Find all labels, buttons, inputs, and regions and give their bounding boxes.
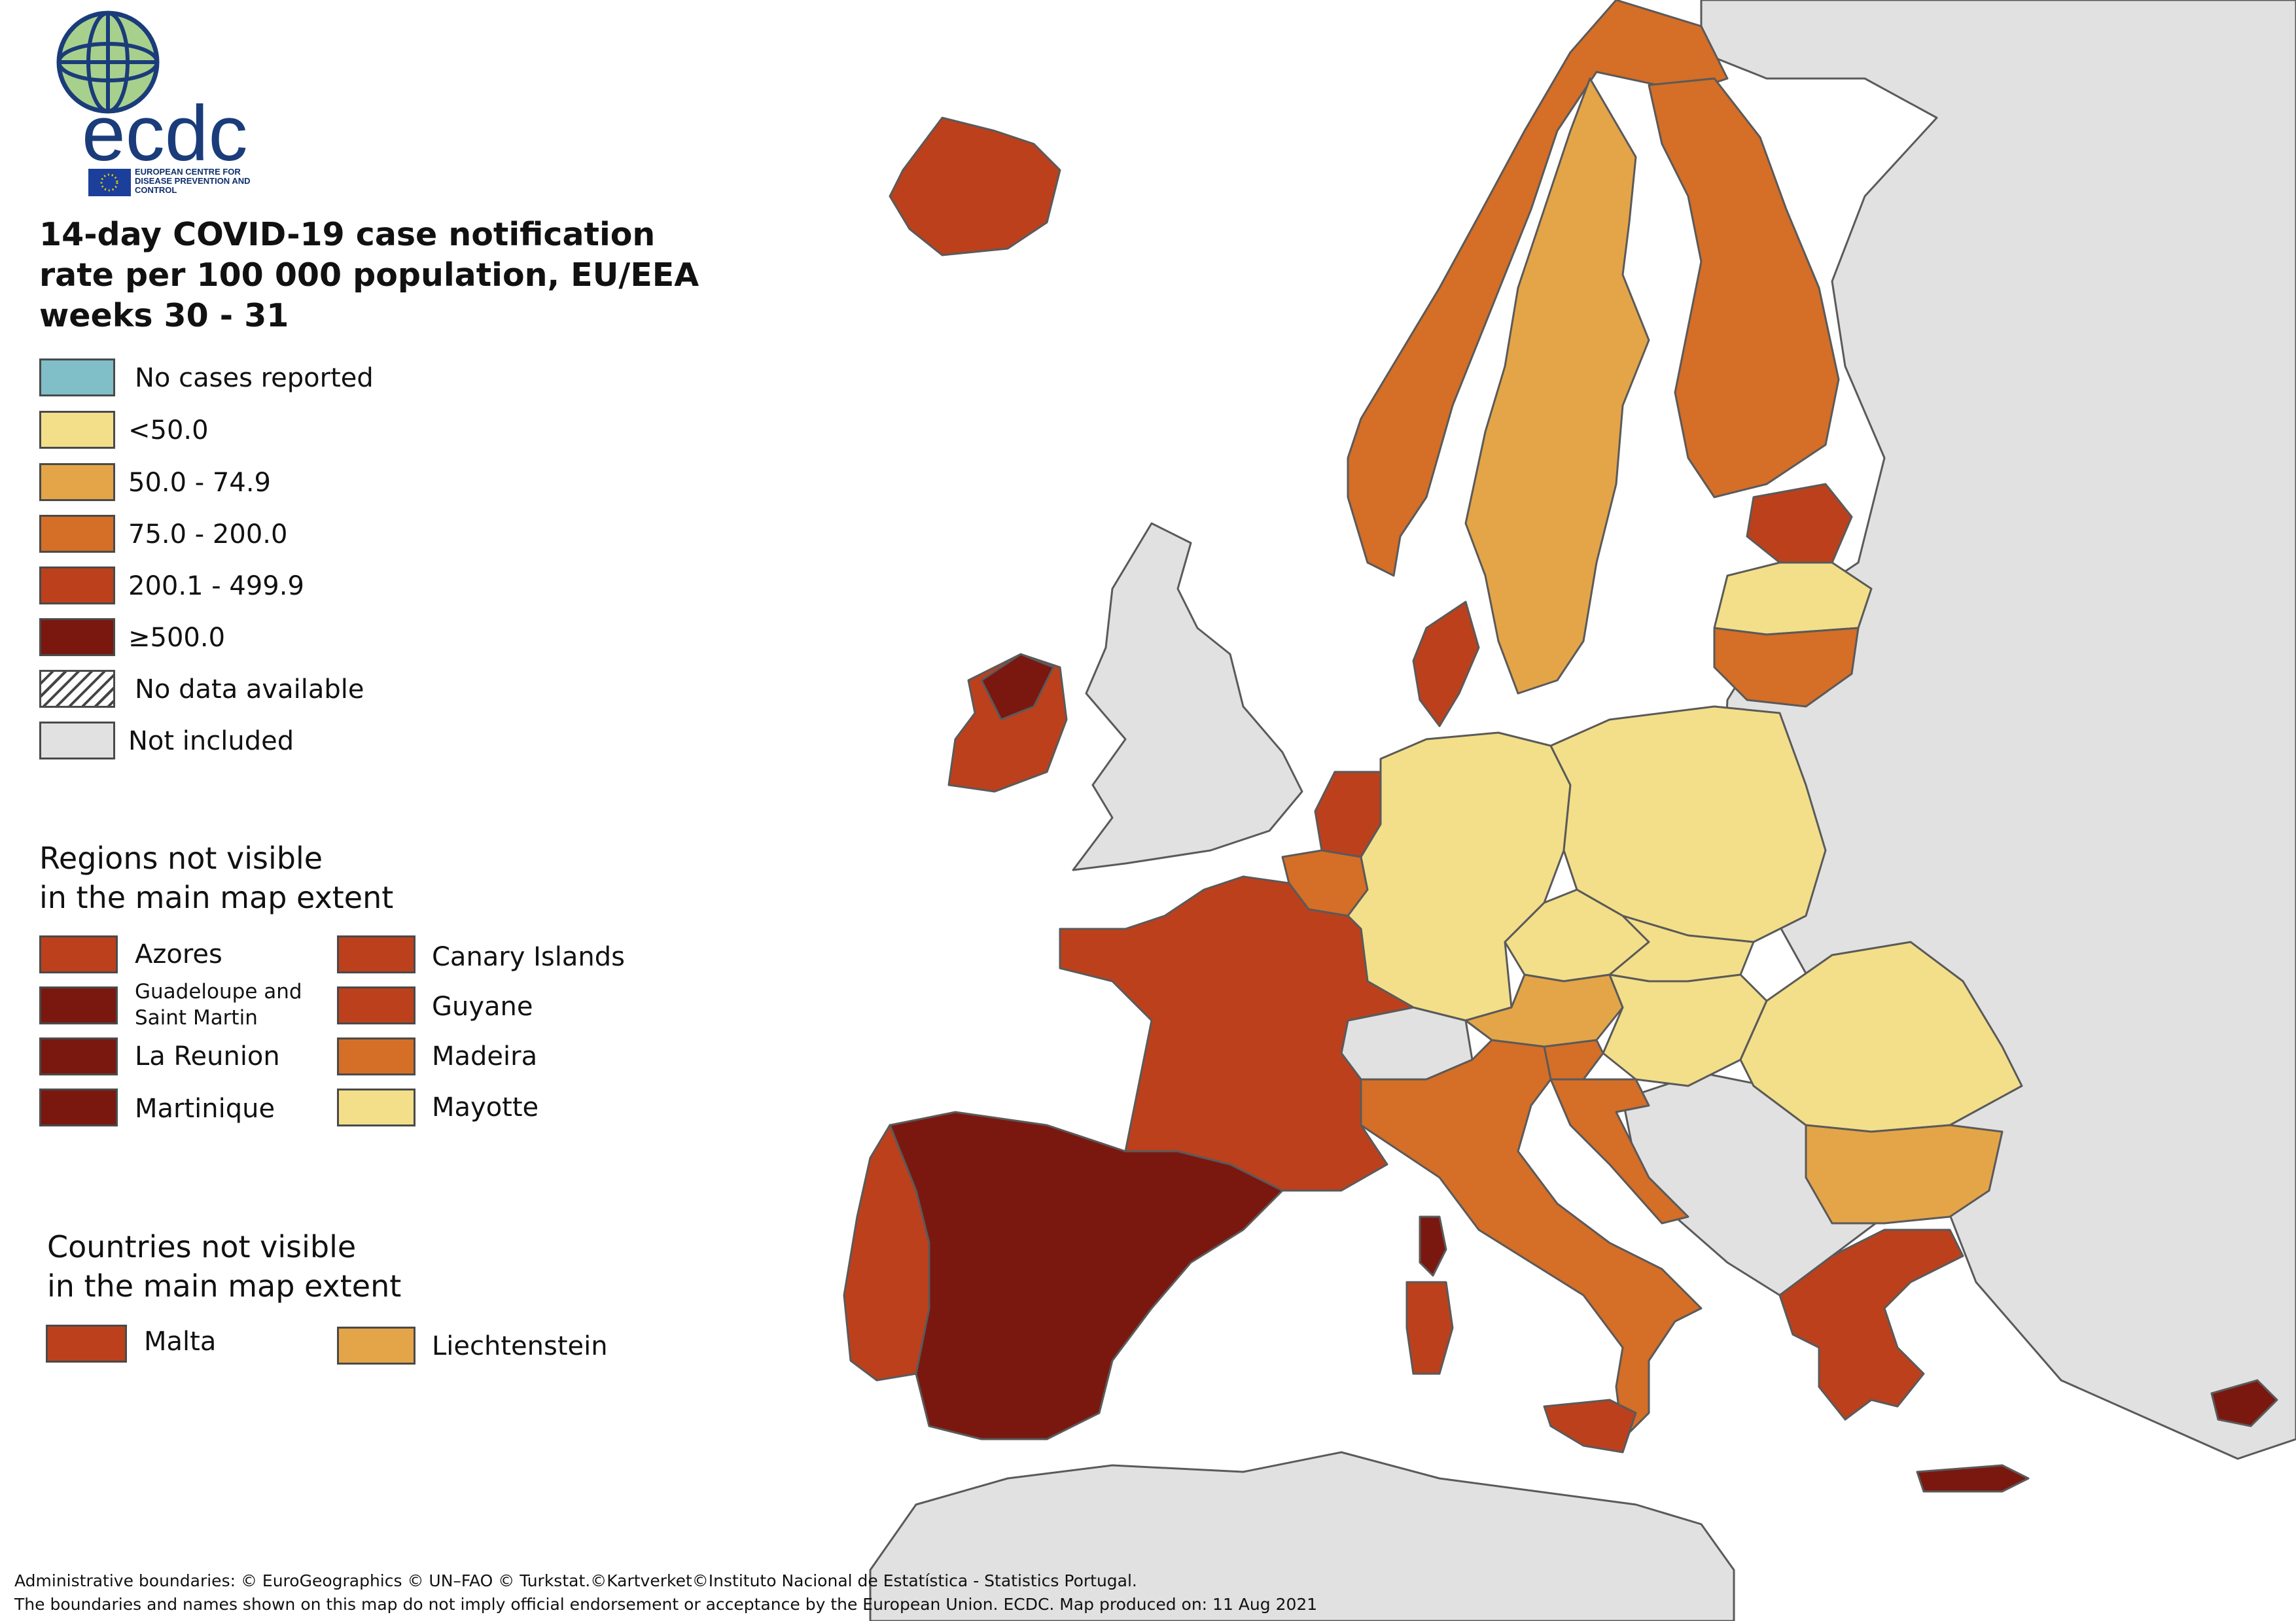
map-region-north-africa xyxy=(869,1451,1735,1621)
map-region-sardinia xyxy=(1405,1281,1454,1375)
legend-swatch-ge500 xyxy=(39,618,115,656)
map-region-northern-ireland xyxy=(980,653,1055,721)
region-swatch-guadeloupe xyxy=(39,986,118,1024)
legend-label-no-cases: No cases reported xyxy=(135,363,374,393)
eu-flag-icon xyxy=(88,169,131,196)
region-swatch-mayotte xyxy=(337,1089,415,1126)
legend-label-not-included: Not included xyxy=(128,726,294,756)
map-region-france xyxy=(1059,875,1415,1192)
map-region-sicily xyxy=(1543,1399,1637,1454)
region-swatch-martinique xyxy=(39,1089,118,1126)
map-region-cyprus xyxy=(2210,1379,2278,1427)
globe-icon xyxy=(56,10,160,114)
legend-swatch-no-cases xyxy=(39,358,115,396)
map-region-hungary xyxy=(1602,973,1768,1087)
legend-swatch-no-data xyxy=(39,670,115,708)
logo-text: ecdc xyxy=(82,90,247,177)
legend-label-200-499: 200.1 - 499.9 xyxy=(128,571,304,601)
map-region-finland xyxy=(1648,77,1840,498)
map-title-line-2: rate per 100 000 population, EU/EEA xyxy=(39,256,699,294)
region-swatch-guyane xyxy=(337,986,415,1024)
map-region-sweden xyxy=(1464,77,1650,695)
map-region-denmark xyxy=(1412,601,1480,727)
map-region-lithuania xyxy=(1713,627,1860,708)
logo-tagline: EUROPEAN CENTRE FOR DISEASE PREVENTION A… xyxy=(135,167,251,195)
ecdc-logo: ecdc xyxy=(56,10,247,196)
region-swatch-canary-islands xyxy=(337,935,415,973)
region-label-canary-islands: Canary Islands xyxy=(432,942,625,972)
region-label-la-reunion: La Reunion xyxy=(135,1041,280,1072)
regions-section-heading-line-2: in the main map extent xyxy=(39,880,394,915)
footnote-line-1: Administrative boundaries: © EuroGeograp… xyxy=(14,1571,1137,1590)
legend-swatch-not-included xyxy=(39,722,115,759)
country-label-liechtenstein: Liechtenstein xyxy=(432,1331,608,1361)
map-region-italy xyxy=(1360,1039,1703,1440)
map-region-corsica xyxy=(1419,1215,1447,1277)
region-label-azores: Azores xyxy=(135,939,222,969)
region-label-mayotte: Mayotte xyxy=(432,1092,539,1123)
map-region-iceland xyxy=(889,116,1061,256)
countries-section-heading-line-2: in the main map extent xyxy=(47,1268,402,1304)
region-label-madeira: Madeira xyxy=(432,1041,538,1072)
map-region-united-kingdom xyxy=(1072,522,1303,871)
footnote-line-2: The boundaries and names shown on this m… xyxy=(14,1595,1318,1614)
legend-swatch-75-200 xyxy=(39,515,115,553)
region-swatch-azores xyxy=(39,935,118,973)
legend-label-75-200: 75.0 - 200.0 xyxy=(128,519,288,549)
map-region-norway xyxy=(1347,0,1729,577)
country-label-malta: Malta xyxy=(144,1327,217,1357)
map-region-crete xyxy=(1916,1464,2030,1493)
legend-label-lt50: <50.0 xyxy=(128,415,209,445)
map-region-estonia xyxy=(1746,483,1853,564)
legend-swatch-200-499 xyxy=(39,566,115,604)
region-label-martinique: Martinique xyxy=(135,1094,275,1124)
map-title-line-3: weeks 30 - 31 xyxy=(39,297,289,334)
region-label-guadeloupe: Guadeloupe and Saint Martin xyxy=(135,980,302,1030)
map-title-line-1: 14-day COVID-19 case notification xyxy=(39,216,656,253)
legend-label-no-data: No data available xyxy=(135,674,364,705)
map-region-portugal xyxy=(843,1124,930,1382)
countries-section-heading-line-1: Countries not visible xyxy=(47,1229,357,1264)
legend-label-50-74: 50.0 - 74.9 xyxy=(128,468,271,498)
country-swatch-malta xyxy=(46,1325,127,1363)
region-swatch-madeira xyxy=(337,1037,415,1075)
map-region-greece xyxy=(1778,1229,1964,1421)
map-region-poland xyxy=(1549,705,1827,943)
region-label-guyane: Guyane xyxy=(432,992,533,1022)
map-region-croatia xyxy=(1549,1078,1689,1225)
map-region-latvia xyxy=(1713,561,1873,636)
map-region-bulgaria xyxy=(1805,1124,2004,1225)
country-swatch-liechtenstein xyxy=(337,1327,415,1365)
map-region-slovenia xyxy=(1543,1039,1604,1081)
region-swatch-la-reunion xyxy=(39,1037,118,1075)
legend-swatch-50-74 xyxy=(39,463,115,501)
map-region-romania xyxy=(1739,941,2023,1133)
regions-section-heading-line-1: Regions not visible xyxy=(39,841,323,876)
map-region-russia xyxy=(1700,0,2296,1460)
legend-label-ge500: ≥500.0 xyxy=(128,623,226,653)
legend-swatch-lt50 xyxy=(39,411,115,449)
